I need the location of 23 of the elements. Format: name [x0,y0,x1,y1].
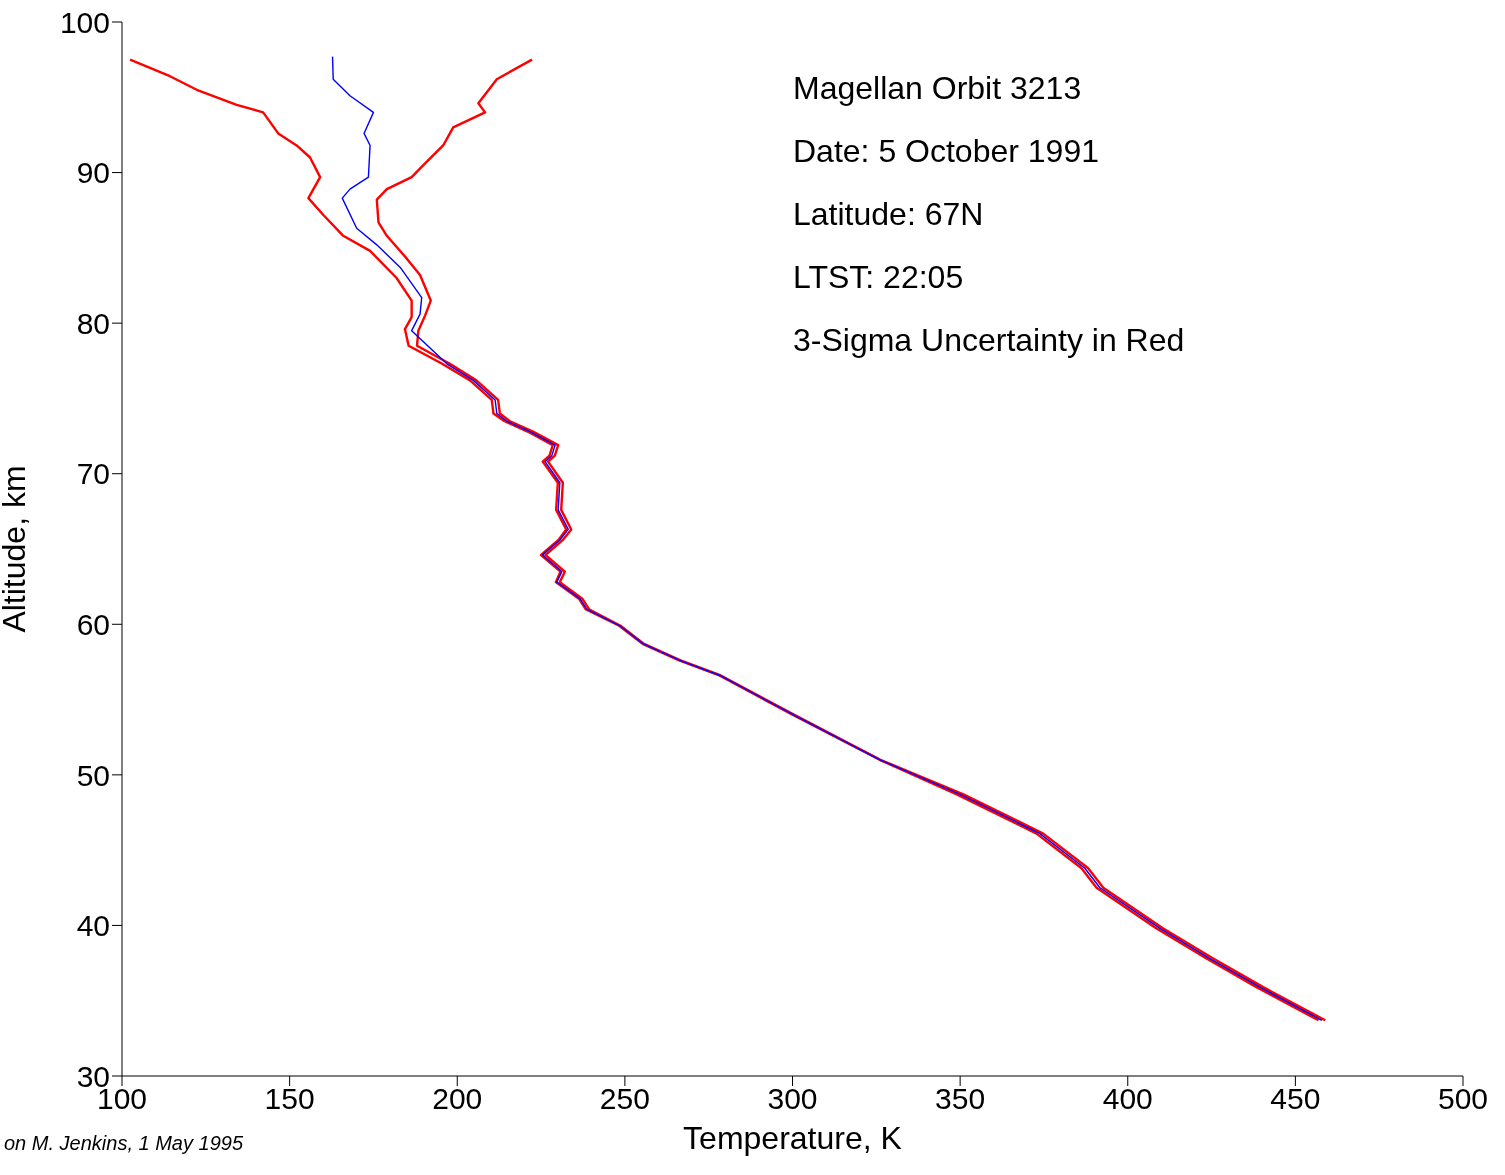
y-tick-label: 80 [76,306,110,340]
annotation: Magellan Orbit 3213 [793,70,1082,107]
x-axis-title: Temperature, K [683,1120,902,1156]
x-tick-label: 250 [599,1082,650,1116]
annotation: 3-Sigma Uncertainty in Red [793,322,1185,359]
y-tick-label: 90 [76,156,110,190]
y-tick-label: 60 [76,607,110,641]
y-tick-label: 50 [76,758,110,792]
annotation: Latitude: 67N [793,196,984,233]
annotation: Date: 5 October 1991 [793,133,1099,170]
y-tick-label: 40 [76,909,110,943]
x-tick-label: 500 [1437,1082,1489,1116]
y-axis-title: Altitude, km [0,465,33,633]
x-tick-label: 200 [432,1082,483,1116]
y-tick-label: 100 [59,5,110,39]
x-tick-label: 450 [1270,1082,1321,1116]
x-tick-label: 150 [264,1082,315,1116]
x-tick-label: 400 [1102,1082,1153,1116]
y-tick-label: 70 [76,457,110,491]
x-tick-label: 300 [767,1082,818,1116]
text: on M. Jenkins, 1 May 1995 [4,1132,244,1155]
x-tick-label: 350 [935,1082,986,1116]
annotation: LTST: 22:05 [793,259,964,296]
